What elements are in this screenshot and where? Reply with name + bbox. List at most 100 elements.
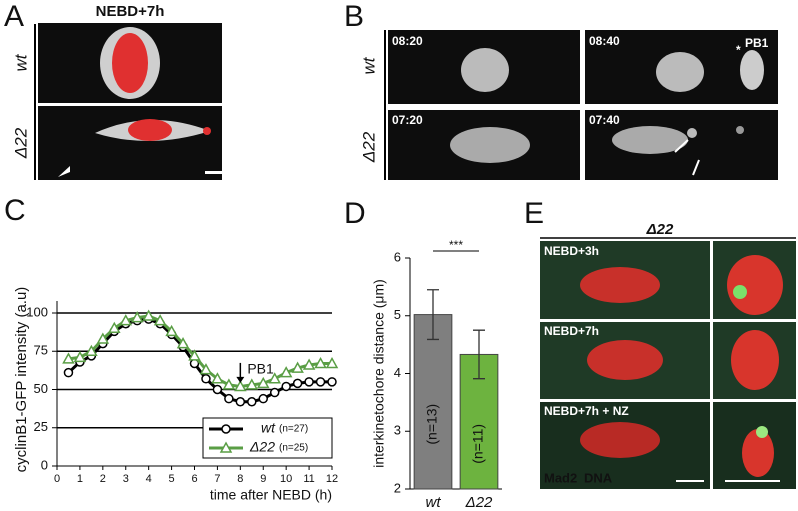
x-tick-label: 1 [77,473,83,485]
x-tick-label: 4 [146,473,152,485]
x-tick-label: 2 [100,473,106,485]
panel-label: A [4,0,24,33]
y-tick-label: 4 [394,365,401,380]
data-point [85,344,98,356]
data-point [292,378,303,389]
legend-label: Δ22 [249,439,275,455]
x-tick-label: 8 [237,473,243,485]
x-tick-label: wt [426,494,442,511]
legend-label: wt [261,420,276,436]
y-tick-label: 50 [34,381,48,396]
panel-title: NEBD+7h [96,3,165,20]
x-tick-label: 0 [54,473,60,485]
data-point [199,363,213,375]
annotation: PB1 [247,361,274,377]
micrograph [38,23,225,180]
data-point [130,311,144,323]
timestamp: 08:20 [392,34,423,48]
x-tick-label: 3 [123,473,129,485]
x-tick-label: 6 [191,473,197,485]
bar-chart: 2 3 4 5 6 interkinetochore distance (μm) (n=13… [371,238,502,511]
x-tick-label: 7 [214,473,220,485]
data-point [63,367,74,378]
data-point [108,321,121,334]
data-point [291,361,304,373]
y-tick-label: 0 [41,457,48,472]
data-point [245,378,259,390]
row-label: NEBD+7h + NZ [544,404,629,418]
x-axis-label: time after NEBD (h) [210,487,332,503]
legend-marker [219,441,233,453]
y-axis-label: interkinetochore distance (μm) [371,279,387,468]
row-label: wt [359,56,378,74]
micrograph [540,241,796,489]
error-bar [427,289,439,341]
x-tick-label: 11 [303,473,314,485]
x-tick-label: 5 [169,473,175,485]
legend-label: DNA [584,470,613,485]
row-label: NEBD+3h [544,244,599,258]
micrograph [388,30,778,180]
data-point [234,379,247,392]
annotation-arrowhead [236,376,245,383]
y-tick-label: 75 [34,343,48,358]
data-point [269,387,280,398]
data-point [258,393,268,404]
row-label: Δ22 [359,131,378,163]
data-point [327,377,337,387]
legend-marker [221,424,231,434]
row-label: wt [11,53,30,71]
x-tick-label: 9 [260,473,266,485]
data-point [279,366,293,378]
data-point [212,384,223,395]
data-point [96,332,110,344]
y-axis-label: cyclinB1-GFP intensity (a.u) [13,287,30,473]
data-point [304,377,314,387]
data-point [315,377,326,387]
error-bar [473,329,485,380]
legend-n: (n=27) [279,424,308,435]
x-tick-label: 10 [280,473,292,485]
y-tick-label: 3 [394,423,401,438]
x-tick-label: Δ22 [465,494,493,511]
bar-n-label: (n=13) [424,404,440,445]
bar-n-label: (n=11) [470,424,486,464]
data-point [142,309,155,321]
bar [413,314,453,490]
y-tick-label: 5 [394,307,401,322]
annotation: PB1 [745,36,769,50]
legend-label: Mad2 [544,470,577,485]
data-point [222,378,236,390]
data-point [281,381,291,392]
data-point [235,396,246,407]
data-point [201,374,211,384]
row-label: NEBD+7h [544,324,599,338]
data-point [73,350,87,363]
data-point [325,356,339,369]
timestamp: 07:20 [392,113,423,127]
marker: * [736,43,741,57]
data-point [314,356,327,369]
timestamp: 07:40 [589,113,620,127]
data-point [176,337,190,349]
data-point [165,324,178,337]
data-point [119,314,133,326]
panel-label: C [4,194,26,227]
panel-label: B [344,0,364,33]
legend-n: (n=25) [279,443,308,454]
data-point [224,393,234,404]
panel-title: Δ22 [646,221,674,238]
y-tick-label: 100 [26,304,48,319]
data-point [62,352,75,364]
x-tick-label: 12 [326,473,338,485]
data-point [256,376,270,389]
data-point [302,358,316,370]
data-point [211,372,224,384]
y-tick-label: 25 [34,419,48,434]
significance: *** [449,238,463,252]
data-point [247,396,257,407]
data-point [188,349,201,361]
row-label: Δ22 [11,127,30,159]
timestamp: 08:40 [589,34,620,48]
